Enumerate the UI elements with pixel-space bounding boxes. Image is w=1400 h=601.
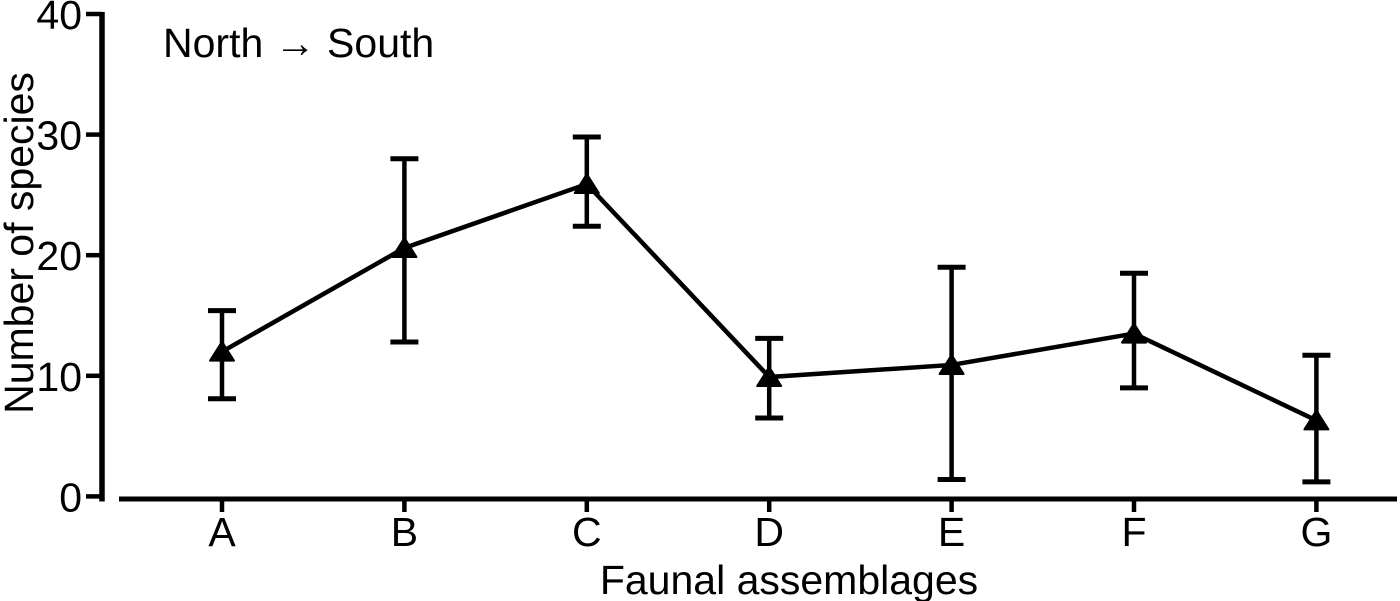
y-axis-title: Number of species [0,72,42,414]
data-point-marker [1303,409,1330,431]
data-point-marker [1121,322,1147,344]
x-tick-label: B [391,509,418,555]
data-point-marker [756,366,783,388]
data-point-marker [573,173,600,195]
y-tick-label: 10 [36,354,82,400]
x-tick-label: G [1300,509,1332,555]
y-tick-label: 30 [36,113,82,159]
data-point-marker [209,340,235,362]
x-axis-title: Faunal assemblages [600,557,978,601]
data-point-marker [938,353,965,375]
data-point-marker [391,236,418,258]
axes-group: 0 10 20 30 40 A B C D E F G [36,0,1397,555]
x-tick-label: A [208,509,236,555]
x-tick-label: D [754,509,784,555]
y-tick-label: 40 [36,0,82,38]
x-tick-label: F [1121,509,1146,555]
annotation-north-south: North → South [163,20,434,66]
y-tick-label: 0 [59,474,82,520]
x-tick-label: C [572,509,602,555]
y-tick-label: 20 [36,233,82,279]
x-tick-label: E [938,509,965,555]
series-group [208,134,1331,485]
